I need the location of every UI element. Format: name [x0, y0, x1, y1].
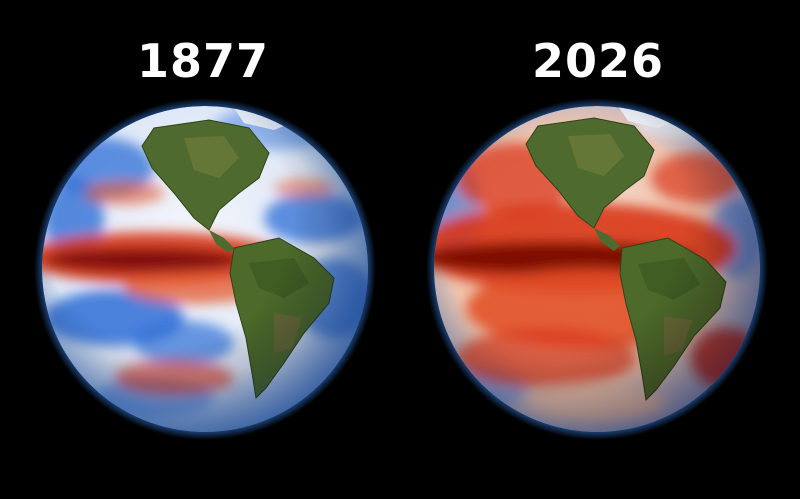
- globe-right-illustration: [426, 98, 768, 440]
- globe-left: [34, 98, 376, 440]
- globe-left-illustration: [34, 98, 376, 440]
- globe-right: [426, 98, 768, 440]
- year-label-left: 1877: [136, 34, 270, 88]
- year-label-right: 2026: [531, 34, 665, 88]
